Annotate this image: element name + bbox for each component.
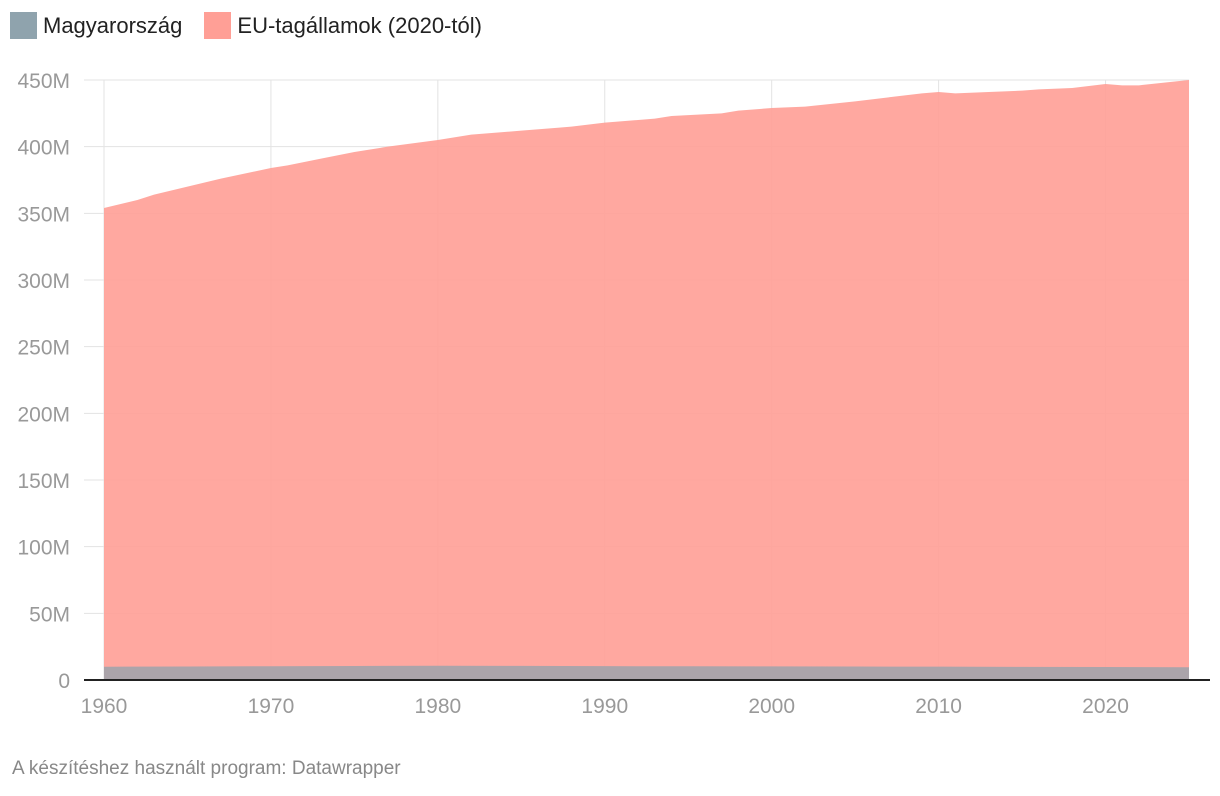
y-tick-label: 0 (58, 670, 70, 693)
legend-item-hungary[interactable]: Magyarország (10, 12, 182, 39)
axis-layer: 0 50M 100M 150M 200M 250M 300M 350M 400M 450M 1960… (17, 70, 1210, 718)
area-series-hungary[interactable] (104, 665, 1189, 680)
legend-swatch-hungary (10, 12, 37, 39)
x-tick-label: 2010 (915, 695, 962, 718)
x-tick-label: 1960 (81, 695, 128, 718)
area-layer (104, 80, 1189, 680)
y-tick-label: 200M (17, 403, 70, 426)
y-tick-label: 100M (17, 537, 70, 560)
legend-item-eu[interactable]: EU-tagállamok (2020-tól) (204, 12, 482, 39)
legend-label-eu: EU-tagállamok (2020-tól) (237, 12, 482, 38)
x-tick-label: 1970 (248, 695, 295, 718)
y-tick-label: 450M (17, 70, 70, 93)
area-series-eu[interactable] (104, 80, 1189, 680)
x-tick-label: 2020 (1082, 695, 1129, 718)
y-tick-label: 400M (17, 137, 70, 160)
y-tick-label: 50M (29, 603, 70, 626)
legend-swatch-eu (204, 12, 232, 39)
x-tick-label: 2000 (748, 695, 795, 718)
legend-label-hungary: Magyarország (43, 12, 183, 38)
y-tick-label: 150M (17, 470, 70, 493)
y-tick-label: 300M (17, 270, 70, 293)
x-tick-label: 1980 (414, 695, 461, 718)
y-tick-label: 350M (17, 203, 70, 226)
x-tick-label: 1990 (581, 695, 628, 718)
y-tick-label: 250M (17, 337, 70, 360)
legend: Magyarország EU-tagállamok (2020-tól) (10, 12, 482, 39)
footer-credit: A készítéshez használt program: Datawrap… (12, 758, 401, 779)
